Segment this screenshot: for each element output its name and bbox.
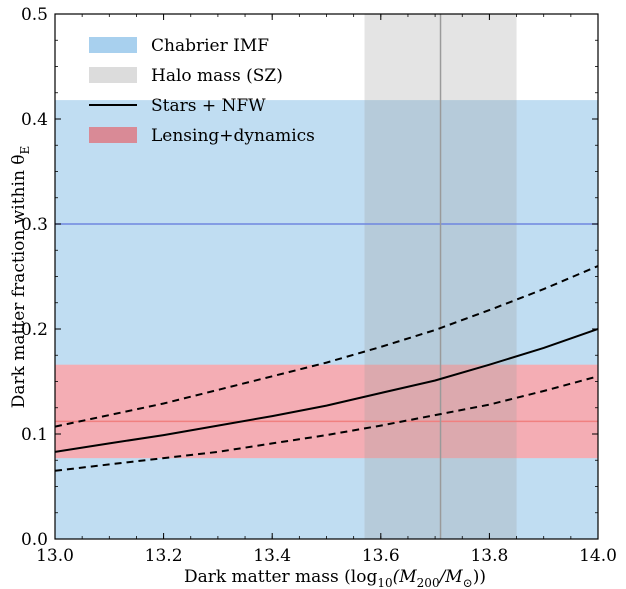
x-axis-label-mid: (M: [393, 567, 418, 587]
x-axis-label-main: Dark matter mass (log: [184, 567, 378, 587]
legend-label: Chabrier IMF: [151, 36, 269, 56]
legend-patch-swatch: [89, 37, 137, 53]
legend-label: Stars + NFW: [151, 96, 266, 116]
x-axis-label-sun: ⊙: [463, 576, 473, 589]
y-tick-label: 0.1: [21, 425, 48, 445]
x-axis-label-sub-10: 10: [377, 576, 392, 589]
y-tick-label: 0.5: [21, 5, 48, 25]
plot-area: [55, 14, 598, 539]
x-axis-ticks: 13.0 13.2 13.4 13.6 13.8 14.0: [36, 14, 617, 566]
legend-patch-swatch: [89, 67, 137, 83]
chabrier-imf-band: [55, 100, 598, 539]
x-tick-label: 13.2: [145, 546, 183, 566]
x-tick-label: 14.0: [579, 546, 617, 566]
series-group: [55, 265, 598, 472]
legend-patch-swatch: [89, 127, 137, 143]
x-axis-label-slash: /M: [438, 567, 464, 587]
y-tick-label: 0.4: [21, 110, 48, 130]
upper-dashed-curve: [55, 265, 598, 428]
y-tick-label: 0.2: [21, 320, 48, 340]
x-axis-label-end: )): [473, 567, 486, 587]
y-axis-label: Dark matter fraction within θE: [9, 146, 32, 409]
y-tick-label: 0.3: [21, 215, 48, 235]
x-axis-label: Dark matter mass (log10(M200/M⊙)): [184, 567, 486, 589]
y-axis-label-sub: E: [18, 146, 32, 155]
x-axis-label-sub-200: 200: [417, 576, 440, 589]
legend-label: Halo mass (SZ): [151, 66, 283, 86]
lower-dashed-curve: [55, 375, 598, 472]
y-axis-ticks: 0.0 0.1 0.2 0.3 0.4 0.5: [21, 5, 598, 550]
legend-label: Lensing+dynamics: [151, 126, 315, 146]
lensing-dynamics-band: [55, 364, 598, 459]
legend: Chabrier IMF Halo mass (SZ) Stars + NFW Len…: [89, 36, 315, 146]
x-tick-label: 13.8: [470, 546, 508, 566]
x-tick-label: 13.6: [362, 546, 400, 566]
x-tick-label: 13.0: [36, 546, 74, 566]
y-axis-label-main: Dark matter fraction within θ: [9, 154, 29, 408]
y-tick-label: 0.0: [21, 530, 48, 550]
stars-nfw-curve: [55, 328, 598, 453]
x-tick-label: 13.4: [253, 546, 291, 566]
